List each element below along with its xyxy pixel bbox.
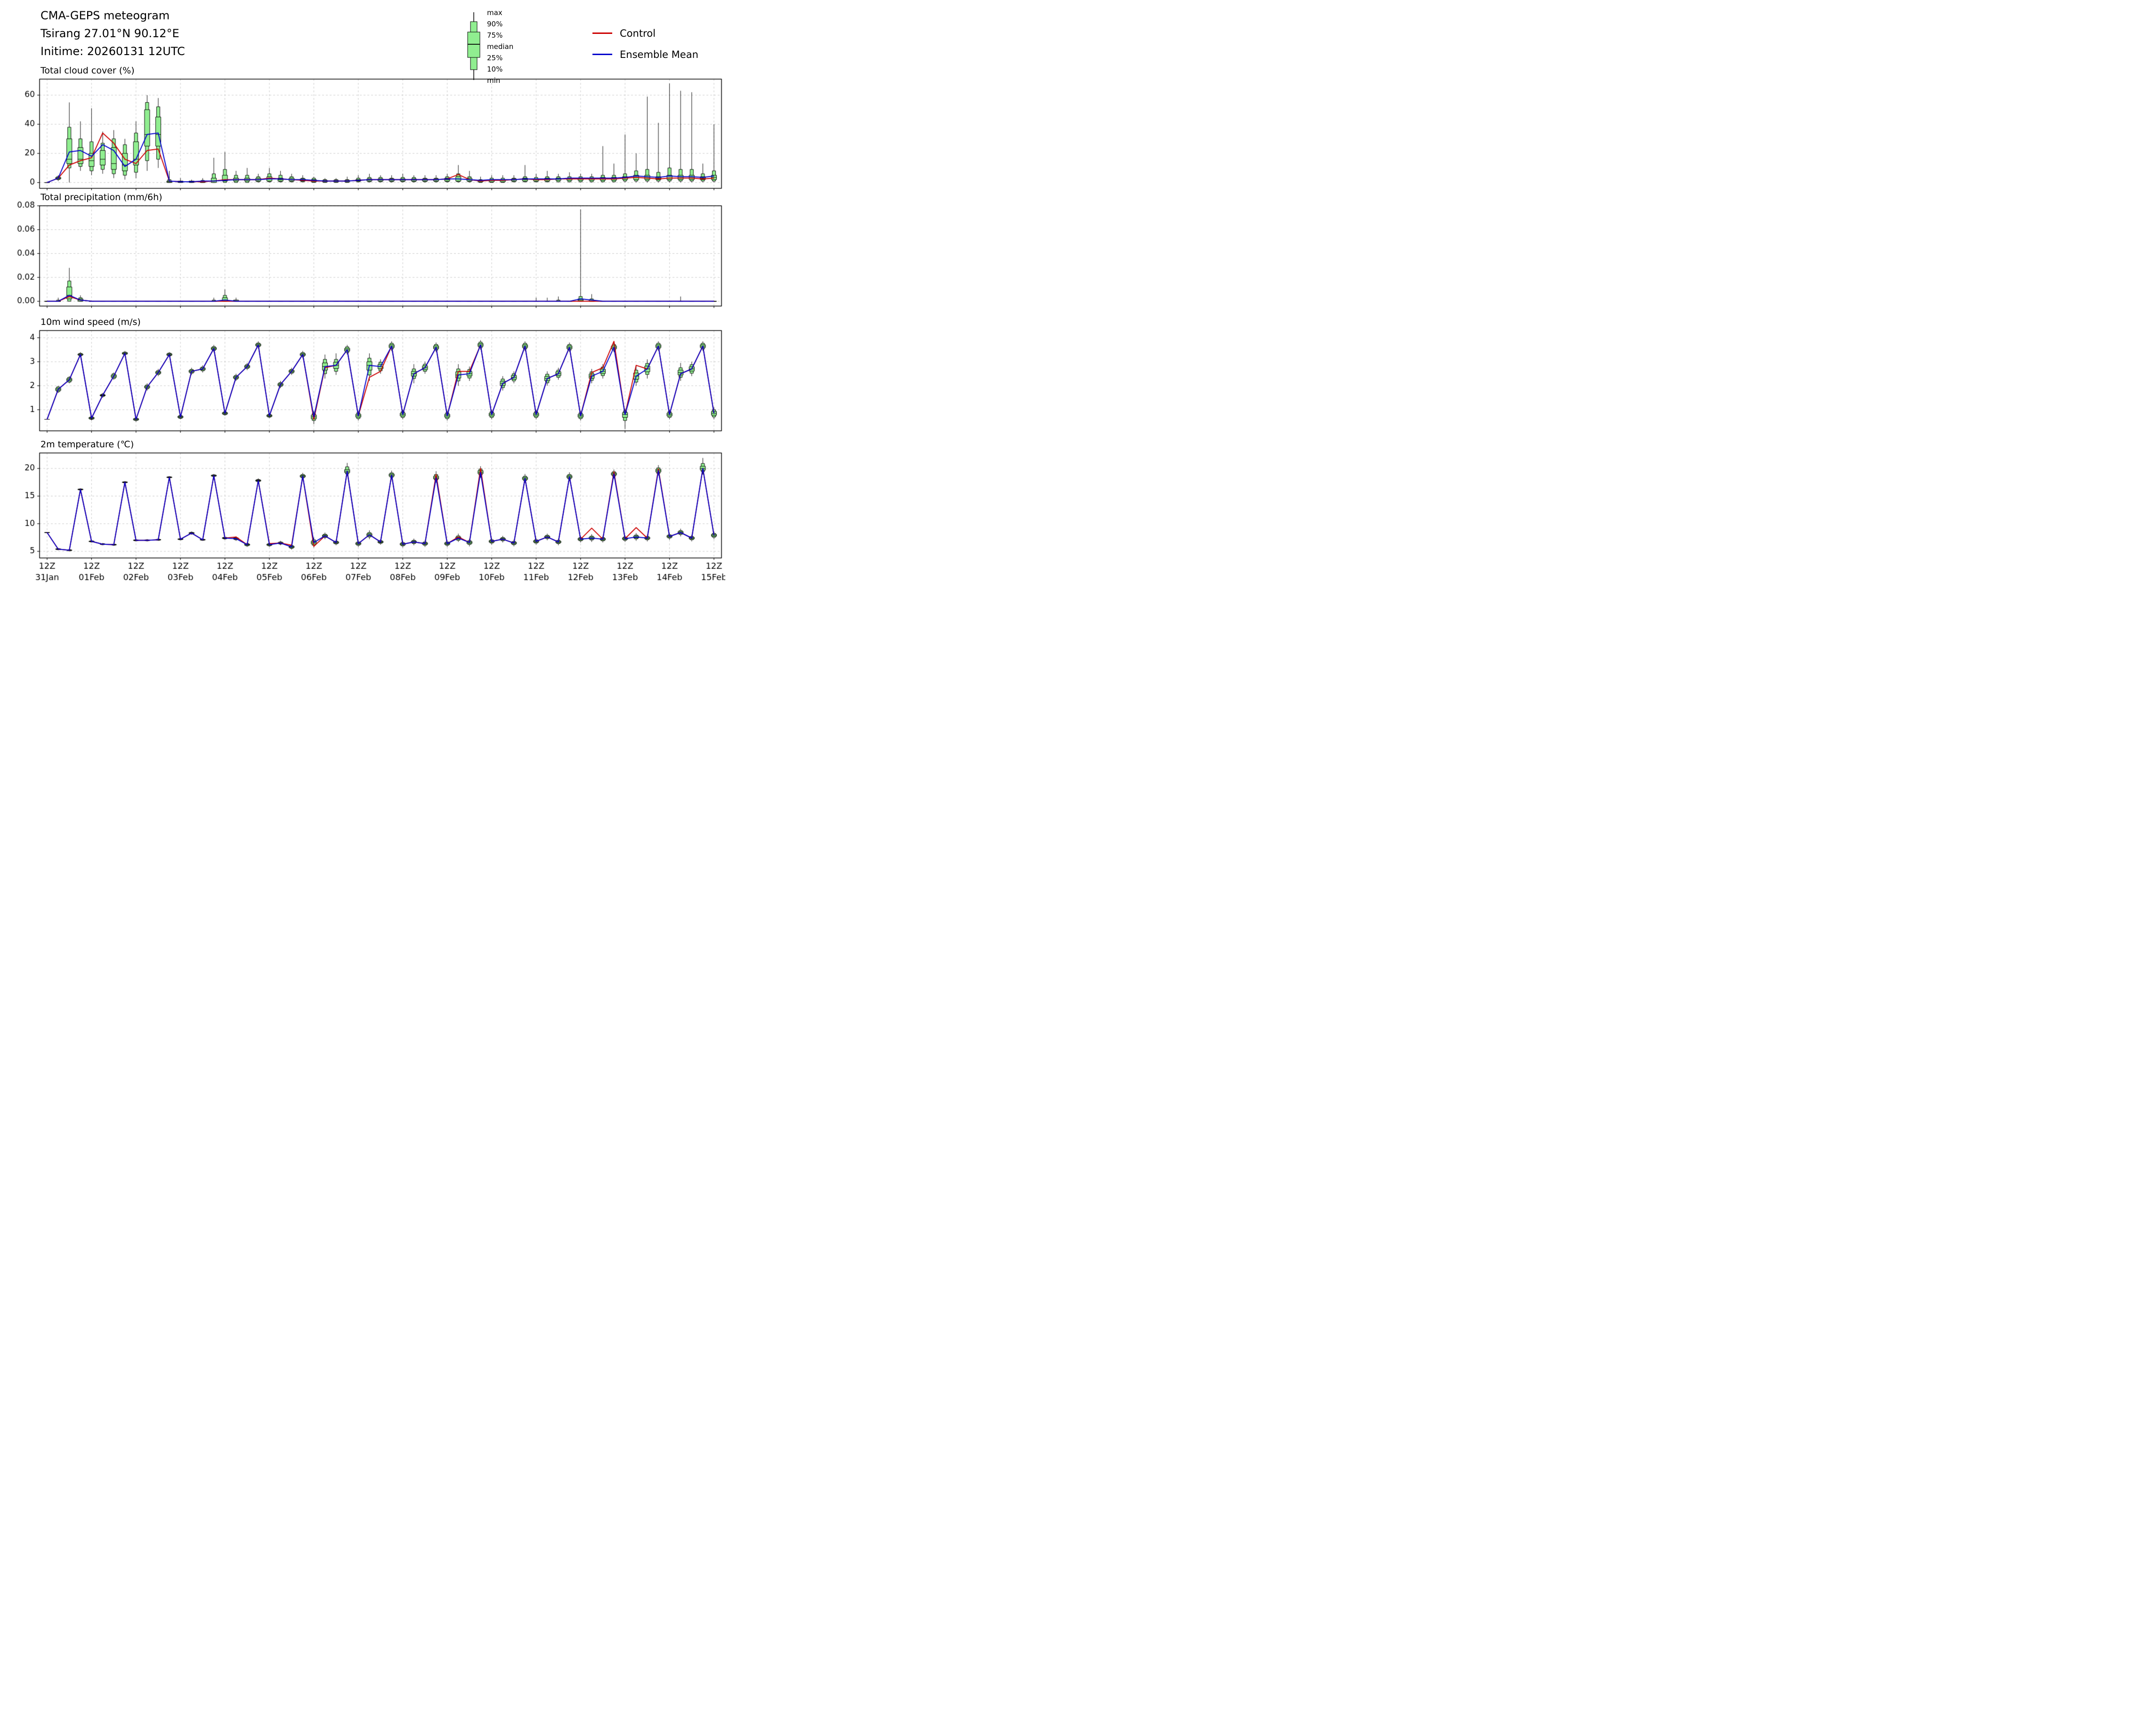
chart-location: Tsirang 27.01°N 90.12°E: [41, 27, 179, 40]
chart-header: CMA-GEPS meteogram Tsirang 27.01°N 90.12…: [41, 7, 185, 60]
meteogram-chart-canvas: [0, 75, 725, 586]
ensemble-mean-label: Ensemble Mean: [620, 48, 698, 60]
box-legend-label: 75%: [487, 31, 503, 40]
panel-title-cloud-cover: Total cloud cover (%): [41, 65, 135, 76]
control-label: Control: [620, 27, 656, 39]
box-legend-label: 90%: [487, 20, 503, 28]
chart-title: CMA-GEPS meteogram: [41, 9, 170, 22]
box-whisker-legend-glyph: [467, 12, 480, 80]
control-line-swatch: [592, 32, 612, 34]
line-legend: Control Ensemble Mean: [592, 23, 698, 65]
chart-inittime: Initime: 20260131 12UTC: [41, 45, 185, 58]
box-legend-label: max: [487, 8, 503, 17]
legend-entry-ensemble-mean: Ensemble Mean: [592, 44, 698, 65]
legend-entry-control: Control: [592, 23, 698, 44]
meteogram-page: CMA-GEPS meteogram Tsirang 27.01°N 90.12…: [0, 0, 725, 590]
box-legend-label: 10%: [487, 65, 503, 73]
box-legend-label: 25%: [487, 54, 503, 62]
ensemble-mean-line-swatch: [592, 54, 612, 55]
box-legend-label: median: [487, 42, 514, 51]
